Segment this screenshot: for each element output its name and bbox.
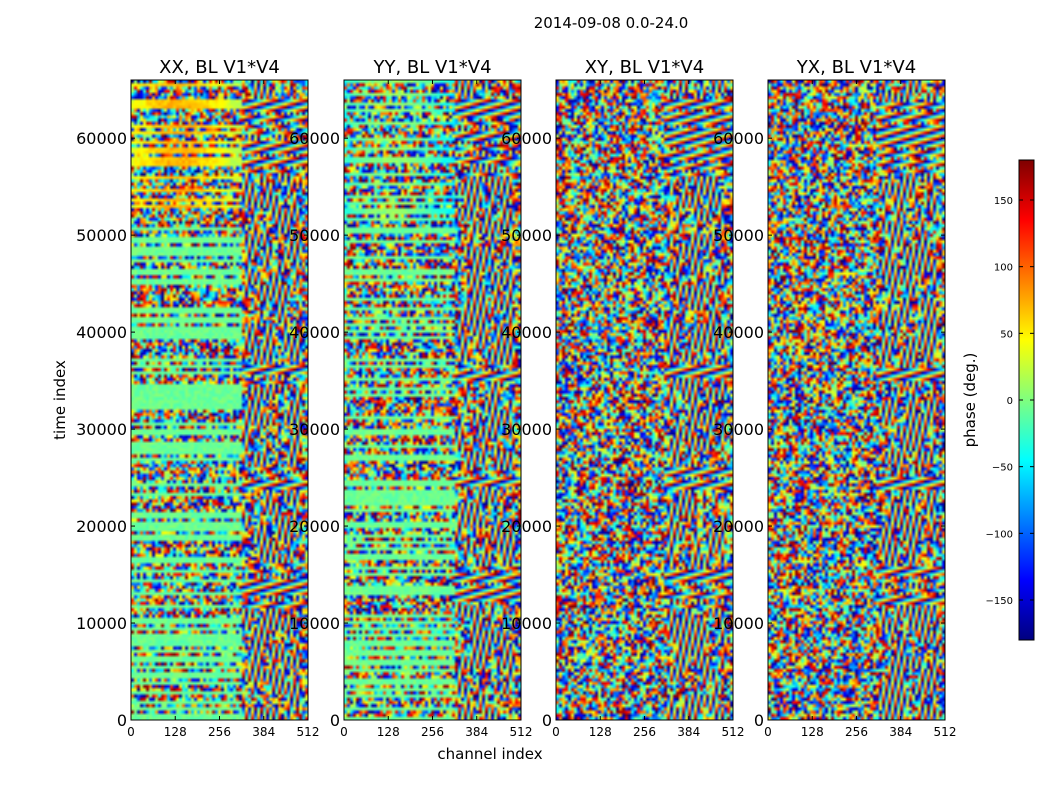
colorbar-ticks: −150 −100 −50 0 50 100 150 xyxy=(986,196,1034,607)
x-tick-label: 0 xyxy=(127,725,135,739)
y-tick-label: 40000 xyxy=(713,323,764,342)
x-tick-label: 512 xyxy=(722,725,745,739)
y-tick-label: 0 xyxy=(330,711,340,730)
x-tick-label: 512 xyxy=(934,725,957,739)
colorbar-tick-label: −150 xyxy=(986,596,1013,607)
panel-title: XY, BL V1*V4 xyxy=(585,57,704,78)
y-tick-label: 20000 xyxy=(501,517,552,536)
y-tick-label: 20000 xyxy=(713,517,764,536)
x-tick-label: 384 xyxy=(677,725,700,739)
x-tick-label: 512 xyxy=(510,725,533,739)
x-tick-label: 512 xyxy=(297,725,320,739)
x-tick-label: 0 xyxy=(340,725,348,739)
y-tick-label: 40000 xyxy=(501,323,552,342)
x-tick-label: 128 xyxy=(164,725,187,739)
colorbar-tick-label: −50 xyxy=(992,463,1013,474)
y-tick-label: 10000 xyxy=(713,614,764,633)
x-tick-label: 256 xyxy=(421,725,444,739)
panel-1: XX, BL V1*V4 0 128 256 384 512 0 10000 20000 3000… xyxy=(76,57,319,739)
colorbar-tick-label: 100 xyxy=(994,263,1013,274)
y-tick-label: 0 xyxy=(117,711,127,730)
x-tick-label: 0 xyxy=(764,725,772,739)
y-tick-label: 30000 xyxy=(501,420,552,439)
y-tick-label: 20000 xyxy=(76,517,127,536)
y-tick-label: 0 xyxy=(754,711,764,730)
y-tick-label: 50000 xyxy=(76,226,127,245)
x-tick-label: 128 xyxy=(801,725,824,739)
panel-3: XY, BL V1*V4 0 128 256 384 512 0 10000 20000 3000… xyxy=(501,57,744,739)
y-tick-label: 0 xyxy=(542,711,552,730)
x-tick-label: 0 xyxy=(552,725,560,739)
panel-title: YX, BL V1*V4 xyxy=(796,57,916,78)
x-tick-label: 384 xyxy=(465,725,488,739)
colorbar-tick-label: 0 xyxy=(1007,396,1013,407)
heatmap-image xyxy=(768,80,945,720)
panels: XX, BL V1*V4 0 128 256 384 512 0 10000 20000 3000… xyxy=(76,57,956,739)
panel-4: YX, BL V1*V4 0 128 256 384 512 0 10000 20000 3000… xyxy=(713,57,956,739)
y-tick-label: 30000 xyxy=(713,420,764,439)
y-tick-label: 60000 xyxy=(289,129,340,148)
colorbar-tick-label: 150 xyxy=(994,196,1013,207)
y-tick-label: 20000 xyxy=(289,517,340,536)
x-tick-label: 128 xyxy=(589,725,612,739)
x-tick-label: 256 xyxy=(633,725,656,739)
figure-title: 2014-09-08 0.0-24.0 xyxy=(534,14,689,32)
y-tick-label: 60000 xyxy=(76,129,127,148)
x-tick-label: 128 xyxy=(377,725,400,739)
y-tick-label: 40000 xyxy=(76,323,127,342)
x-tick-label: 256 xyxy=(208,725,231,739)
y-tick-label: 60000 xyxy=(713,129,764,148)
y-tick-label: 40000 xyxy=(289,323,340,342)
heatmap-image xyxy=(344,80,521,720)
y-tick-label: 50000 xyxy=(713,226,764,245)
y-tick-label: 10000 xyxy=(289,614,340,633)
panel-2: YY, BL V1*V4 0 128 256 384 512 0 10000 20000 3000… xyxy=(289,57,532,739)
y-tick-label: 10000 xyxy=(501,614,552,633)
panel-title: XX, BL V1*V4 xyxy=(159,57,280,78)
x-tick-label: 384 xyxy=(889,725,912,739)
y-tick-label: 30000 xyxy=(289,420,340,439)
y-tick-label: 60000 xyxy=(501,129,552,148)
colorbar-tick-label: 50 xyxy=(1000,329,1013,340)
x-tick-label: 384 xyxy=(252,725,275,739)
y-tick-label: 50000 xyxy=(289,226,340,245)
colorbar-tick-label: −100 xyxy=(986,529,1013,540)
x-tick-label: 256 xyxy=(845,725,868,739)
colorbar-label: phase (deg.) xyxy=(961,353,979,448)
x-axis-label: channel index xyxy=(437,745,542,763)
colorbar: −150 −100 −50 0 50 100 150 phase (deg.) xyxy=(961,159,1035,641)
y-tick-label: 50000 xyxy=(501,226,552,245)
y-tick-label: 30000 xyxy=(76,420,127,439)
panel-title: YY, BL V1*V4 xyxy=(372,57,491,78)
y-tick-label: 10000 xyxy=(76,614,127,633)
heatmap-image xyxy=(131,80,308,720)
y-axis-label: time index xyxy=(51,360,69,440)
heatmap-image xyxy=(556,80,733,720)
